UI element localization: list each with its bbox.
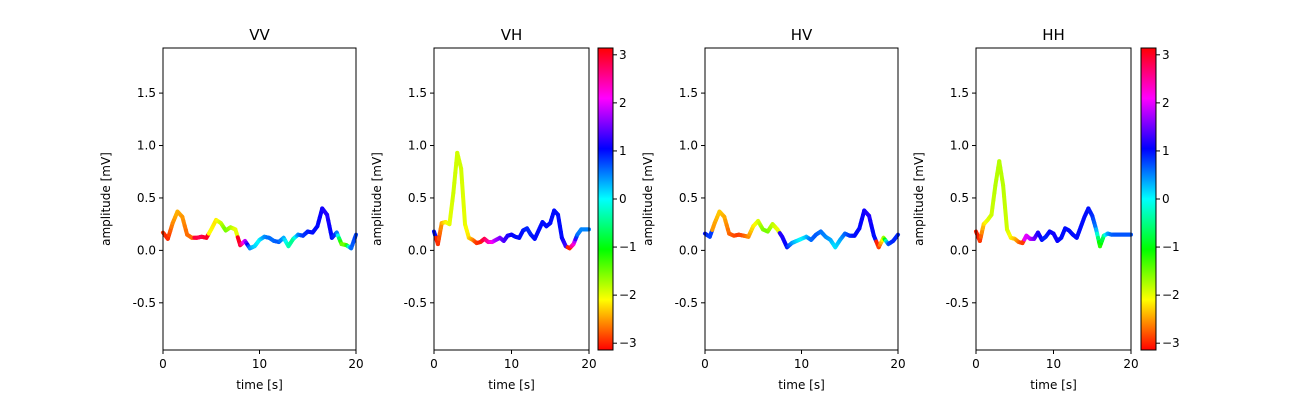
colorbar-tick-label: −1	[619, 240, 637, 254]
x-tick-label: 0	[159, 357, 167, 371]
axes-frame	[433, 47, 590, 351]
x-tick-label: 10	[1046, 357, 1061, 371]
colorbar-tick-label: −3	[1162, 336, 1180, 350]
colorbar-tick-label: −3	[619, 336, 637, 350]
axes-frame	[704, 47, 899, 351]
colorbar-tick-label: 3	[1162, 48, 1170, 62]
x-tick-label: 10	[794, 357, 809, 371]
colorbar-tick-label: 2	[1162, 96, 1170, 110]
colorbar-tick-label: 0	[1162, 192, 1170, 206]
y-tick-label: 1.0	[137, 139, 156, 153]
colorbar-tick-label: −1	[1162, 240, 1180, 254]
y-tick-label: 0.0	[679, 243, 698, 257]
y-tick-label: 1.0	[679, 139, 698, 153]
line-segment	[459, 166, 465, 185]
subplot-title: VV	[249, 26, 270, 44]
x-axis-label: time [s]	[488, 378, 535, 392]
y-tick-label: 1.5	[679, 86, 698, 100]
y-axis-label: amplitude [mV]	[99, 152, 113, 246]
series-line	[161, 206, 358, 251]
x-tick-label: 20	[581, 357, 596, 371]
series-line	[703, 208, 900, 250]
line-segment	[462, 208, 467, 227]
colorbar-gradient	[597, 47, 614, 351]
y-tick-label: -0.5	[946, 296, 969, 310]
y-tick-label: -0.5	[675, 296, 698, 310]
colorbar-tick-label: 0	[619, 192, 627, 206]
x-tick-label: 0	[972, 357, 980, 371]
colorbar-tick-label: 1	[1162, 144, 1170, 158]
y-axis-label: amplitude [mV]	[912, 152, 926, 246]
y-tick-label: 0.5	[137, 191, 156, 205]
y-tick-label: 1.0	[408, 139, 427, 153]
colorbar-tick-label: −2	[1162, 288, 1180, 302]
y-tick-label: 0.0	[137, 243, 156, 257]
x-tick-label: 10	[252, 357, 267, 371]
x-axis-label: time [s]	[1030, 378, 1077, 392]
subplot-vh: VH -0.5 0.0 0.5 1.0 1.5 0 10 20 time [s] amplitude…	[370, 26, 597, 392]
y-tick-label: 1.5	[137, 86, 156, 100]
y-tick-label: 1.0	[950, 139, 969, 153]
colorbar-tick-label: 2	[619, 96, 627, 110]
x-axis-label: time [s]	[778, 378, 825, 392]
colorbar-gradient	[1140, 47, 1157, 351]
x-axis-label: time [s]	[236, 378, 283, 392]
x-tick-label: 10	[504, 357, 519, 371]
colorbar-1: 3 2 1 0 −1 −2 −3	[597, 47, 637, 351]
subplot-title: HV	[791, 26, 813, 44]
series-line	[432, 150, 591, 251]
y-axis-label: amplitude [mV]	[370, 152, 384, 246]
y-tick-label: -0.5	[133, 296, 156, 310]
x-tick-label: 20	[890, 357, 905, 371]
y-tick-label: -0.5	[404, 296, 427, 310]
series-line	[974, 159, 1133, 249]
x-tick-label: 20	[348, 357, 363, 371]
line-segment	[461, 194, 467, 213]
axes-frame	[975, 47, 1132, 351]
y-axis-label: amplitude [mV]	[641, 152, 655, 246]
y-tick-label: 1.5	[950, 86, 969, 100]
line-segment	[460, 180, 466, 199]
colorbar-tick-label: 1	[619, 144, 627, 158]
y-tick-label: 1.5	[408, 86, 427, 100]
colorbar-tick-label: 3	[619, 48, 627, 62]
y-tick-label: 0.5	[408, 191, 427, 205]
x-tick-label: 0	[430, 357, 438, 371]
subplot-hv: HV -0.5 0.0 0.5 1.0 1.5 0 10 20 time [s] amplitude…	[641, 26, 906, 392]
y-tick-label: 0.0	[408, 243, 427, 257]
y-tick-label: 0.5	[679, 191, 698, 205]
subplot-title: HH	[1042, 26, 1065, 44]
x-tick-label: 20	[1123, 357, 1138, 371]
axes-frame	[162, 47, 357, 351]
colorbar-tick-label: −2	[619, 288, 637, 302]
y-tick-label: 0.0	[950, 243, 969, 257]
x-tick-label: 0	[701, 357, 709, 371]
subplot-title: VH	[501, 26, 523, 44]
y-tick-label: 0.5	[950, 191, 969, 205]
subplot-hh: HH -0.5 0.0 0.5 1.0 1.5 0 10 20 time [s] amplitude…	[912, 26, 1139, 392]
subplot-vv: VV -0.5 0.0 0.5 1.0 1.5 0 10 20 time [s] amplitude…	[99, 26, 364, 392]
colorbar-2: 3 2 1 0 −1 −2 −3	[1140, 47, 1180, 351]
